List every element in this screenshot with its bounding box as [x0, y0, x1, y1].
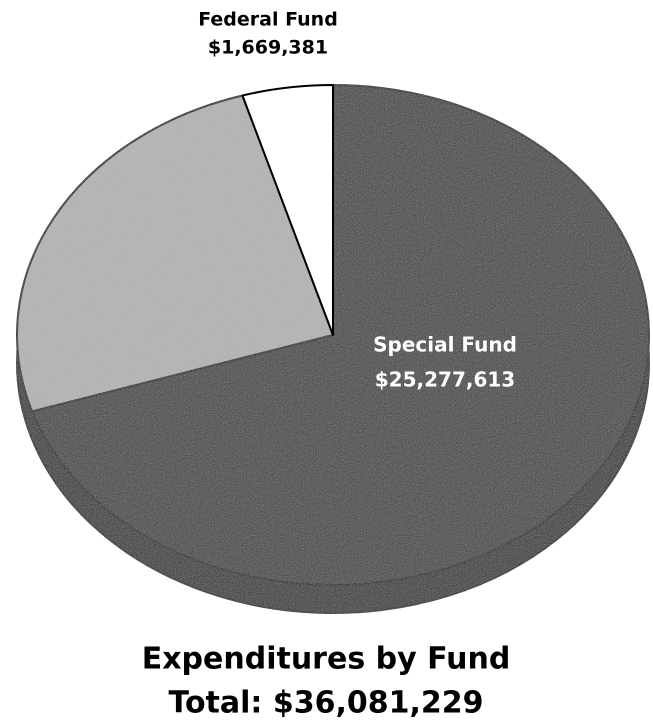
slice-label: Special Fund [373, 333, 517, 357]
slice-value-label: $1,669,381 [208, 37, 328, 59]
pie-slice [241, 84, 334, 336]
slice-value-label: $25,277,613 [375, 368, 515, 392]
chart-title: Expenditures by Fund [142, 642, 511, 677]
slice-label: Federal Fund [198, 9, 338, 31]
pie [16, 84, 650, 614]
chart-subtitle: Total: $36,081,229 [168, 686, 483, 721]
pie-slice [31, 84, 650, 586]
pie-slice [16, 94, 334, 413]
